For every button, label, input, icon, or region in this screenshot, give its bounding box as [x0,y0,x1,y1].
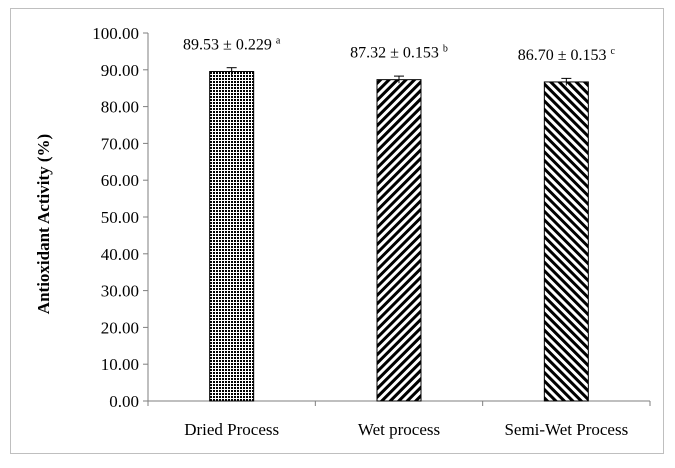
y-tick-label: 100.00 [92,24,139,43]
y-tick-label: 50.00 [101,208,139,227]
y-tick-label: 60.00 [101,171,139,190]
y-tick-label: 30.00 [101,282,139,301]
bar [376,79,422,402]
y-tick-label: 80.00 [101,98,139,117]
bar [209,71,255,402]
data-label: 86.70 ± 0.153 c [518,46,616,64]
y-axis-label: Antioxidant Activity (%) [34,134,53,314]
y-tick-label: 0.00 [109,392,139,411]
y-tick-label: 90.00 [101,61,139,80]
x-category-label: Semi-Wet Process [504,420,628,439]
bar [543,81,589,402]
data-label: 89.53 ± 0.229 a [183,36,281,54]
y-tick-label: 10.00 [101,355,139,374]
y-tick-label: 20.00 [101,318,139,337]
y-tick-label: 70.00 [101,134,139,153]
y-tick-label: 40.00 [101,245,139,264]
x-category-label: Dried Process [184,420,279,439]
data-label: 87.32 ± 0.153 b [350,44,448,62]
x-category-label: Wet process [358,420,440,439]
